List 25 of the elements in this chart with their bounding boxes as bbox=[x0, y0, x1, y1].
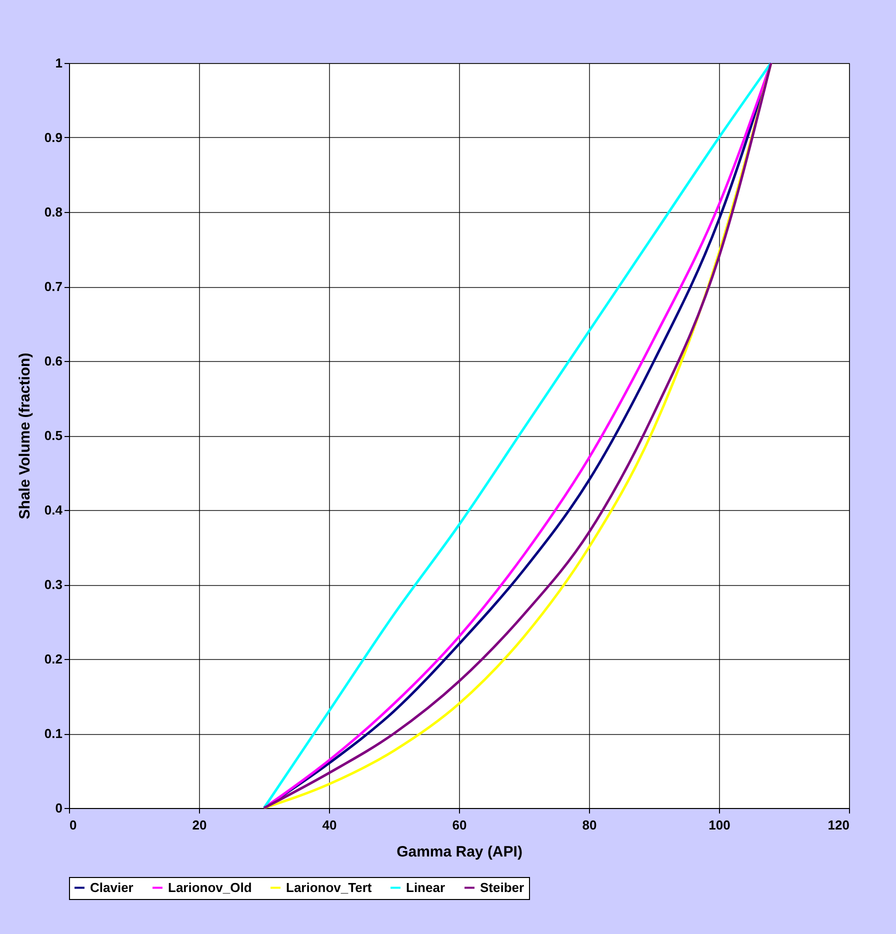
x-tick-label: 20 bbox=[192, 818, 207, 832]
y-tick-label: 0.6 bbox=[44, 354, 62, 368]
x-tick-label: 60 bbox=[452, 818, 467, 832]
legend-label: Linear bbox=[406, 880, 446, 895]
y-tick-label: 0 bbox=[55, 800, 62, 816]
legend-label: Larionov_Tert bbox=[286, 880, 372, 895]
x-axis-title: Gamma Ray (API) bbox=[396, 844, 522, 860]
y-tick-label: 0.1 bbox=[44, 726, 62, 741]
y-tick-label: 0.2 bbox=[44, 652, 62, 666]
y-axis-title: Shale Volume (fraction) bbox=[16, 352, 34, 520]
y-tick-label: 1 bbox=[55, 56, 62, 70]
legend-label: Steiber bbox=[480, 880, 524, 895]
y-tick-label: 0.8 bbox=[44, 204, 62, 220]
x-tick-label: 80 bbox=[582, 818, 597, 832]
legend-label: Clavier bbox=[90, 880, 134, 895]
x-tick-label: 40 bbox=[322, 818, 337, 832]
x-tick-label: 100 bbox=[708, 818, 730, 832]
y-tick-label: 0.4 bbox=[44, 502, 64, 518]
y-tick-label: 0.3 bbox=[44, 577, 62, 592]
x-tick-label: 0 bbox=[70, 818, 77, 832]
x-tick-label: 120 bbox=[828, 818, 850, 832]
y-tick-label: 0.5 bbox=[44, 428, 62, 443]
y-tick-label: 0.9 bbox=[44, 130, 62, 145]
y-tick-label: 0.7 bbox=[44, 279, 62, 294]
legend-label: Larionov_Old bbox=[168, 880, 252, 895]
